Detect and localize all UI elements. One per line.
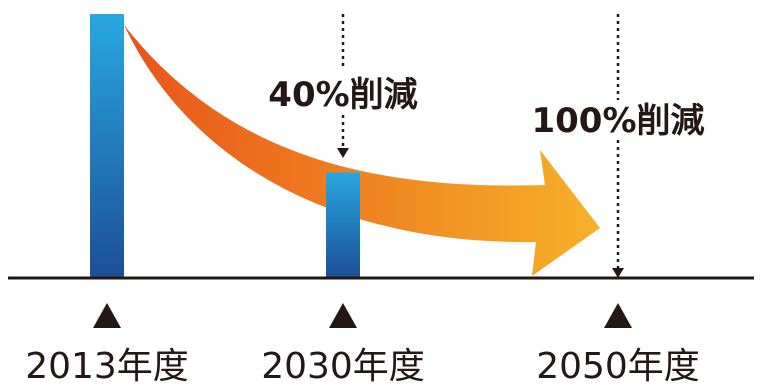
category-marker-1 bbox=[329, 303, 357, 328]
category-marker-0 bbox=[93, 303, 121, 328]
bar-0 bbox=[90, 14, 124, 278]
bar-1 bbox=[326, 172, 360, 278]
guide-arrowhead-2050 bbox=[612, 268, 624, 278]
reduction-arrow bbox=[124, 25, 600, 276]
annotation-40-percent: 40%削減 bbox=[268, 75, 417, 115]
guide-arrowhead-2030 bbox=[337, 148, 349, 158]
category-marker-2 bbox=[604, 303, 632, 328]
category-label-1: 2030年度 bbox=[261, 346, 425, 387]
category-label-2: 2050年度 bbox=[536, 346, 700, 387]
annotation-100-percent: 100%削減 bbox=[531, 101, 704, 141]
category-label-0: 2013年度 bbox=[25, 346, 189, 387]
